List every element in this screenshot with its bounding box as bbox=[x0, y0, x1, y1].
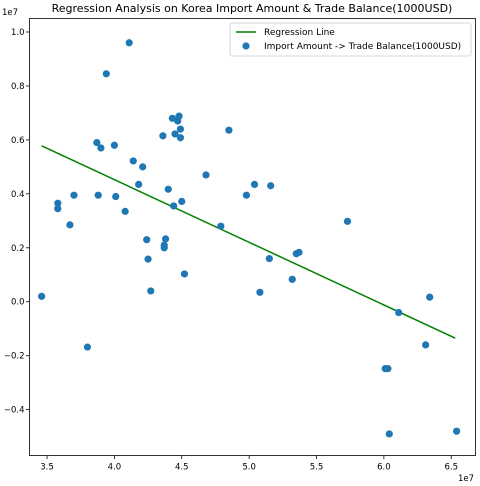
scatter-point bbox=[180, 270, 189, 278]
scatter-point bbox=[422, 341, 430, 349]
scatter-point bbox=[168, 114, 176, 122]
legend-entry-label: Regression Line bbox=[264, 28, 335, 38]
regression-line bbox=[41, 145, 456, 339]
scatter-point bbox=[102, 70, 110, 78]
scatter-point bbox=[343, 217, 352, 225]
scatter-point bbox=[94, 191, 102, 199]
scatter-point bbox=[265, 254, 273, 263]
scatter-point bbox=[176, 125, 185, 133]
scatter-point bbox=[426, 293, 434, 301]
scatter-point bbox=[110, 141, 118, 149]
scatter-point bbox=[164, 185, 172, 193]
scatter-point bbox=[176, 134, 185, 142]
scatter-point bbox=[129, 157, 137, 165]
scatter-point bbox=[160, 244, 168, 252]
scatter-point bbox=[143, 236, 151, 244]
chart-title: Regression Analysis on Korea Import Amou… bbox=[52, 2, 453, 15]
plot-content bbox=[38, 39, 461, 438]
legend-box bbox=[229, 22, 472, 57]
scatter-point bbox=[147, 287, 155, 295]
scatter-point bbox=[112, 192, 120, 201]
legend: Regression Line Import Amount -> Trade Ba… bbox=[229, 22, 472, 57]
y-tick-label: −0.4 bbox=[4, 406, 25, 416]
x-axis-offset-label: 1e7 bbox=[458, 474, 474, 484]
scatter-point bbox=[453, 427, 461, 435]
y-tick-label: 0.0 bbox=[11, 298, 25, 308]
scatter-point bbox=[54, 205, 62, 213]
y-tick-label: 0.4 bbox=[11, 190, 25, 200]
scatter-point bbox=[38, 292, 46, 300]
y-tick-label: 0.6 bbox=[11, 136, 25, 146]
legend-marker-swatch bbox=[242, 42, 250, 50]
x-tick-label: 6.5 bbox=[444, 463, 458, 473]
y-tick-label: 0.8 bbox=[11, 82, 25, 92]
scatter-point bbox=[139, 163, 147, 171]
scatter-point bbox=[144, 255, 152, 263]
scatter-point bbox=[178, 197, 186, 205]
scatter-point bbox=[125, 39, 133, 47]
scatter-point bbox=[54, 199, 62, 207]
plot-frame bbox=[29, 18, 476, 456]
scatter-point bbox=[97, 144, 105, 152]
scatter-point bbox=[171, 130, 179, 138]
y-tick-label: 1.0 bbox=[11, 28, 25, 38]
y-tick-label: −0.2 bbox=[4, 352, 25, 362]
scatter-point bbox=[395, 308, 403, 317]
scatter-point bbox=[256, 288, 264, 296]
x-tick-label: 5.0 bbox=[242, 463, 256, 473]
legend-entry-label: Import Amount -> Trade Balance(1000USD) bbox=[264, 42, 461, 52]
x-tick-label: 3.5 bbox=[40, 463, 54, 473]
scatter-point bbox=[267, 182, 275, 190]
scatter-point bbox=[135, 180, 143, 188]
scatter-point bbox=[385, 430, 393, 438]
scatter-point bbox=[225, 126, 233, 134]
y-tick-label: 0.2 bbox=[11, 244, 25, 254]
scatter-point bbox=[121, 207, 129, 215]
scatter-point bbox=[170, 202, 178, 210]
axes: 3.5 4.0 4.5 5.0 5.5 6.0 6.5 −0.4 −0.2 0.0 0.2 0.4 0.… bbox=[4, 28, 458, 473]
scatter-point bbox=[93, 138, 101, 147]
scatter-point bbox=[217, 222, 225, 230]
scatter-point bbox=[384, 365, 392, 373]
x-tick-label: 4.0 bbox=[108, 463, 122, 473]
scatter-point bbox=[83, 343, 92, 351]
scatter-point bbox=[295, 248, 303, 256]
scatter-point bbox=[66, 221, 74, 229]
scatter-point bbox=[161, 235, 170, 243]
y-axis-offset-label: 1e7 bbox=[2, 8, 18, 18]
scatter-point bbox=[250, 180, 259, 188]
scatter-point bbox=[175, 112, 183, 120]
x-tick-label: 6.0 bbox=[377, 463, 391, 473]
scatter-point bbox=[288, 275, 296, 283]
x-tick-label: 5.5 bbox=[310, 463, 324, 473]
scatter-point bbox=[70, 191, 78, 199]
scatter-point bbox=[159, 132, 167, 140]
scatter-point bbox=[202, 171, 210, 179]
x-tick-label: 4.5 bbox=[175, 463, 189, 473]
scatter-point bbox=[242, 191, 251, 199]
